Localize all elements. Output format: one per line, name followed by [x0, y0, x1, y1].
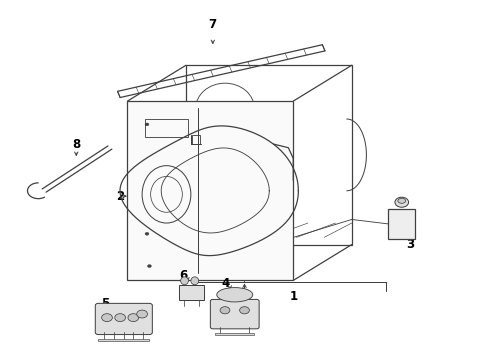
Ellipse shape: [239, 307, 249, 314]
Polygon shape: [387, 209, 414, 239]
Ellipse shape: [220, 307, 229, 314]
Text: 8: 8: [72, 138, 80, 151]
Ellipse shape: [190, 277, 198, 285]
Ellipse shape: [216, 288, 252, 302]
Text: 3: 3: [406, 238, 413, 251]
Ellipse shape: [137, 310, 147, 318]
Text: 7: 7: [208, 18, 216, 31]
Ellipse shape: [145, 123, 149, 126]
FancyBboxPatch shape: [210, 300, 259, 329]
Ellipse shape: [102, 314, 112, 321]
Polygon shape: [98, 339, 149, 341]
Ellipse shape: [128, 314, 139, 321]
Text: 5: 5: [101, 297, 109, 310]
Text: 2: 2: [116, 190, 124, 203]
Text: 6: 6: [179, 269, 187, 282]
Polygon shape: [127, 101, 293, 280]
Ellipse shape: [115, 314, 125, 321]
Ellipse shape: [397, 198, 405, 203]
Ellipse shape: [145, 232, 149, 235]
FancyBboxPatch shape: [95, 303, 152, 334]
Ellipse shape: [147, 265, 151, 267]
Ellipse shape: [394, 197, 408, 207]
Text: 1: 1: [288, 290, 297, 303]
Polygon shape: [178, 285, 203, 300]
Text: 4: 4: [222, 277, 230, 290]
Polygon shape: [215, 333, 254, 335]
Ellipse shape: [180, 277, 188, 285]
